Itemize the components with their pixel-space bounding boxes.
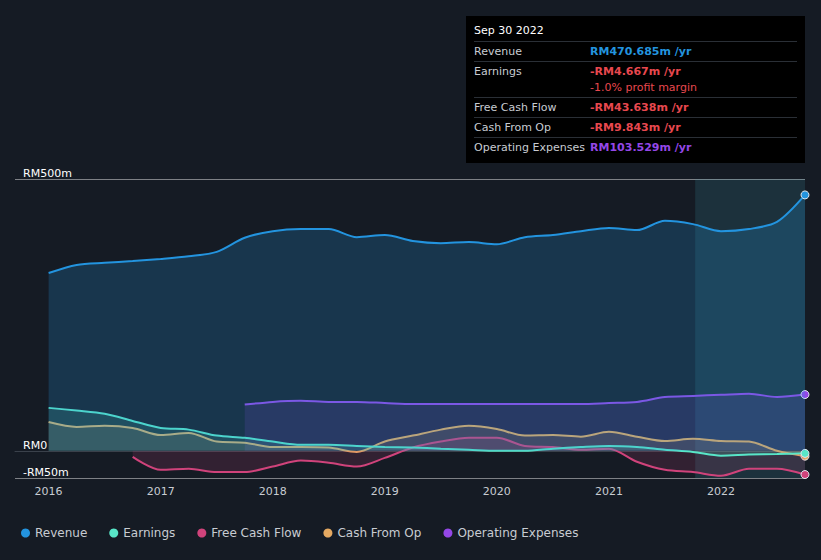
html-text:Operating Expenses: Operating Expenses xyxy=(474,141,585,154)
html-text:-RM43.638m /yr: -RM43.638m /yr xyxy=(590,101,689,114)
html-text:Revenue: Revenue xyxy=(474,45,522,58)
svg-text:2018: 2018 xyxy=(259,485,287,498)
svg-text:Revenue: Revenue xyxy=(35,526,87,540)
html-text:-RM9.843m /yr: -RM9.843m /yr xyxy=(590,121,681,134)
html-text:RM470.685m /yr: RM470.685m /yr xyxy=(590,45,692,58)
html-text:-1.0% profit margin: -1.0% profit margin xyxy=(590,81,697,94)
html-text:Cash From Op: Cash From Op xyxy=(474,121,551,134)
svg-text:2016: 2016 xyxy=(35,485,63,498)
svg-text:-RM50m: -RM50m xyxy=(23,466,69,479)
svg-text:2017: 2017 xyxy=(147,485,175,498)
svg-text:2022: 2022 xyxy=(707,485,735,498)
svg-text:RM0: RM0 xyxy=(23,439,47,452)
svg-text:Operating Expenses: Operating Expenses xyxy=(457,526,578,540)
html-text:RM103.529m /yr: RM103.529m /yr xyxy=(590,141,692,154)
svg-text:Free Cash Flow: Free Cash Flow xyxy=(211,526,301,540)
svg-text:2021: 2021 xyxy=(595,485,623,498)
html-text:-RM4.667m /yr: -RM4.667m /yr xyxy=(590,65,681,78)
svg-text:2020: 2020 xyxy=(483,485,511,498)
svg-text:Cash From Op: Cash From Op xyxy=(337,526,421,540)
svg-text:2019: 2019 xyxy=(371,485,399,498)
svg-text:RM500m: RM500m xyxy=(23,167,72,180)
html-text:Sep 30 2022: Sep 30 2022 xyxy=(474,24,544,37)
html-text:Earnings: Earnings xyxy=(474,65,522,78)
svg-text:Earnings: Earnings xyxy=(123,526,175,540)
html-text:Free Cash Flow: Free Cash Flow xyxy=(474,101,557,114)
